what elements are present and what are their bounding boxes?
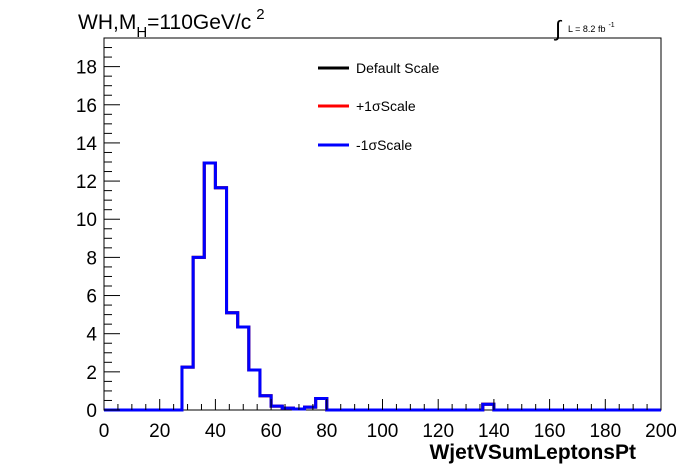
lumi-text: L = 8.2 fb	[568, 24, 605, 34]
series-line-2	[104, 161, 661, 412]
x-tick-label: 100	[367, 421, 399, 442]
x-tick-label: 160	[534, 421, 566, 442]
legend-label: +1σScale	[356, 98, 416, 114]
lumi-integral: ∫	[553, 16, 563, 41]
y-tick-label: 4	[86, 325, 97, 346]
title-suffix: =110GeV/c	[147, 11, 251, 34]
lumi-label: L = 8.2 fb -1	[568, 22, 615, 34]
x-tick-label: 140	[478, 421, 510, 442]
series-layer	[104, 161, 661, 412]
y-tick-label: 10	[76, 210, 97, 231]
x-axis: 0 20 40 60 80 100 120 140 160 180 200	[99, 399, 677, 442]
x-axis-title: WjetVSumLeptonsPt	[429, 441, 636, 464]
plot-frame	[103, 37, 662, 411]
y-axis: 0 2 4 6 8 10 12 14 16 18	[76, 37, 120, 422]
y-tick-label: 12	[76, 172, 97, 193]
x-tick-label: 0	[99, 421, 110, 442]
x-tick-label: 40	[205, 421, 226, 442]
title-prefix: WH,M	[78, 11, 136, 34]
legend-label: Default Scale	[356, 60, 439, 76]
x-tick-label: 60	[261, 421, 282, 442]
series-line-1	[104, 161, 661, 412]
x-tick-label: 200	[645, 421, 677, 442]
legend-label: -1σScale	[356, 137, 412, 153]
lumi-superscript: -1	[608, 22, 614, 29]
y-tick-label: 6	[86, 287, 97, 308]
legend: Default Scale +1σScale -1σScale	[318, 60, 439, 153]
title-subscript: H	[136, 24, 147, 41]
title-superscript: 2	[256, 6, 264, 23]
y-tick-label: 8	[86, 248, 97, 269]
x-tick-label: 20	[149, 421, 170, 442]
y-tick-label: 18	[76, 58, 97, 79]
series-line-3	[104, 161, 661, 412]
x-tick-label: 180	[589, 421, 621, 442]
y-tick-label: 14	[76, 134, 98, 155]
x-tick-label: 80	[316, 421, 337, 442]
y-tick-label: 16	[76, 96, 97, 117]
x-tick-label: 120	[422, 421, 454, 442]
y-tick-label: 0	[86, 401, 97, 422]
chart-title: WH,MH=110GeV/c 2	[78, 6, 265, 41]
y-tick-label: 2	[86, 363, 97, 384]
